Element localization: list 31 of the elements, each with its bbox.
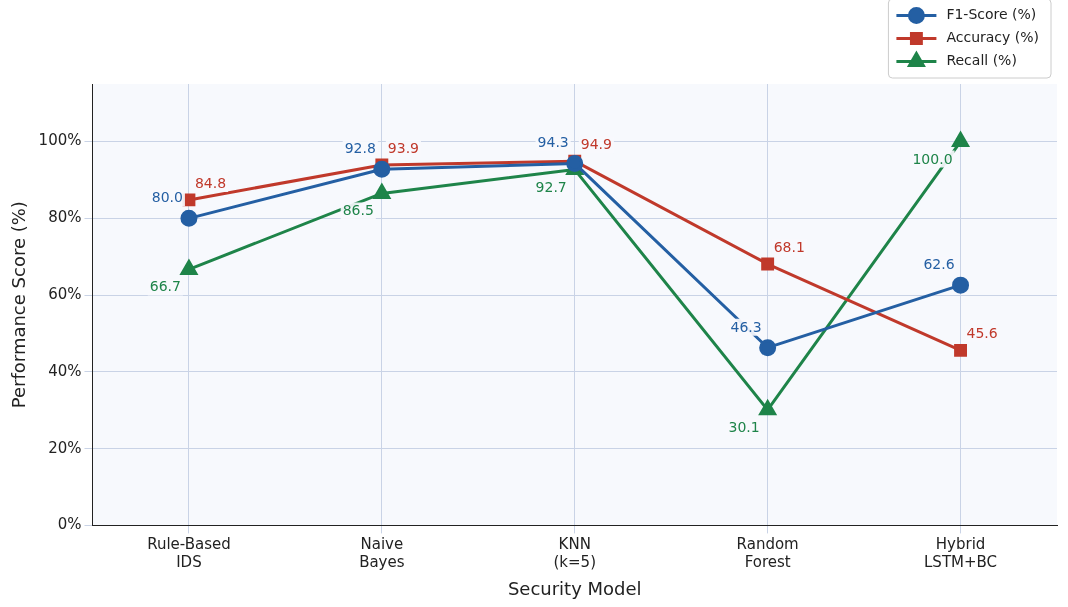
data-label: 92.8 [344,140,376,157]
data-label: 62.6 [923,256,955,273]
x-tick-label: Random Forest [736,535,799,572]
data-label: 93.9 [387,139,420,156]
data-label: 45.6 [966,325,998,342]
data-label: 68.1 [773,239,805,256]
x-axis-title: Security Model [507,577,642,599]
y-axis-title: Performance Score (%) [8,201,30,409]
data-label: 94.9 [580,136,612,153]
y-tick-label: 100% [38,131,82,150]
data-label: 100.0 [912,150,953,167]
legend-label: Accuracy (%) [946,29,1039,46]
x-tick-label: Hybrid LSTM+BC [924,535,998,572]
x-tick-label: Rule-Based IDS [147,535,231,572]
data-label: 66.7 [149,278,181,295]
data-label: 94.3 [537,134,569,151]
data-label: 46.3 [730,318,762,335]
x-tick-label: KNN (k=5) [553,535,596,572]
legend-label: F1-Score (%) [946,6,1037,23]
data-label: 30.1 [728,418,760,435]
y-tick-label: 80% [48,208,82,227]
data-label: 92.7 [535,178,567,195]
y-tick-label: 0% [57,515,82,534]
y-tick-label: 60% [48,284,82,303]
data-label: 80.0 [151,189,183,206]
data-label: 86.5 [342,202,374,219]
y-tick-label: 40% [48,361,82,380]
y-tick-label: 20% [48,438,82,457]
data-label: 84.8 [194,174,227,191]
x-tick-label: Naive Bayes [359,535,405,572]
legend-label: Recall (%) [946,52,1017,69]
